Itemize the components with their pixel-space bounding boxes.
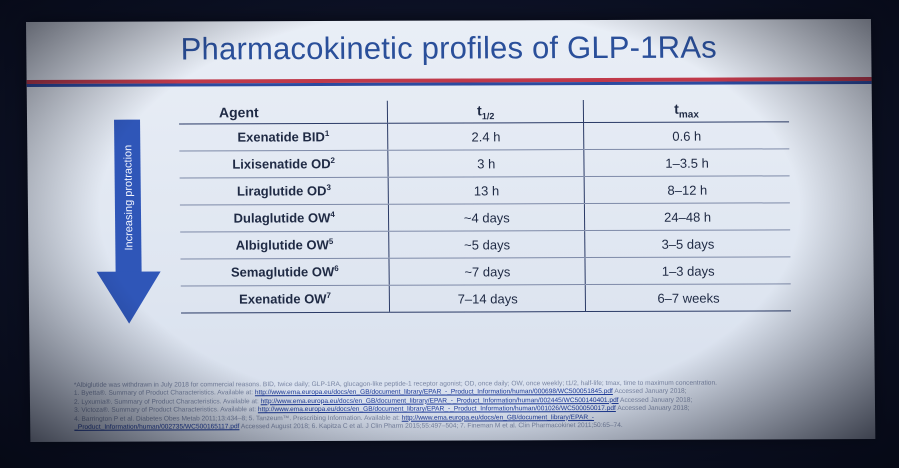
agent-name: Albiglutide OW xyxy=(235,237,329,253)
agent-cell: Albiglutide OW5 xyxy=(180,231,390,259)
arrow-down-icon xyxy=(96,271,162,324)
ref-text: Accessed January 2018; xyxy=(615,404,690,413)
ref-text: 1. Byetta®. Summary of Product Character… xyxy=(73,389,255,398)
header-tmax: tmax xyxy=(583,99,790,123)
ref-text: 4. Barrington P et al. Diabetes Obes Met… xyxy=(74,414,402,423)
agent-ref: 5 xyxy=(328,237,334,247)
table-row: Semaglutide OW6 ~7 days 1–3 days xyxy=(180,256,791,286)
agent-cell: Exenatide OW7 xyxy=(180,285,390,313)
agent-ref: 2 xyxy=(330,156,336,166)
agent-cell: Liraglutide OD3 xyxy=(179,177,389,205)
tmax-cell: 8–12 h xyxy=(584,175,790,204)
agent-ref: 4 xyxy=(330,210,335,220)
table-row: Liraglutide OD3 13 h 8–12 h xyxy=(179,175,790,205)
agent-cell: Lixisenatide OD2 xyxy=(179,150,389,178)
pk-table: Agent t1/2 tmax Exenatide BID1 2.4 h 0.6… xyxy=(178,99,792,313)
agent-ref: 7 xyxy=(326,291,332,301)
ref-text: Accessed January 2018; xyxy=(612,388,687,396)
ref-text: Accessed January 2018; xyxy=(618,396,693,404)
agent-name: Exenatide BID xyxy=(237,129,325,145)
agent-cell: Exenatide BID1 xyxy=(179,123,389,151)
agent-name: Lixisenatide OD xyxy=(232,156,331,172)
agent-cell: Semaglutide OW6 xyxy=(180,258,390,286)
presentation-slide: Pharmacokinetic profiles of GLP-1RAs Inc… xyxy=(26,19,876,443)
footnotes: *Albiglutide was withdrawn in July 2018 … xyxy=(74,379,864,432)
tmax-cell: 1–3 days xyxy=(585,256,791,285)
table-row: Exenatide BID1 2.4 h 0.6 h xyxy=(179,121,790,151)
agent-name: Dulaglutide OW xyxy=(233,210,331,226)
agent-ref: 3 xyxy=(326,183,331,193)
agent-cell: Dulaglutide OW4 xyxy=(179,204,390,232)
table-row: Lixisenatide OD2 3 h 1–3.5 h xyxy=(179,148,790,178)
footnote-ref-5: _Product_Information/human/002735/WC5001… xyxy=(74,421,864,432)
agent-name: Exenatide OW xyxy=(239,291,327,307)
ref-link[interactable]: _Product_Information/human/002735/WC5001… xyxy=(74,423,240,431)
header-t-half: t1/2 xyxy=(387,100,584,124)
tmax-cell: 0.6 h xyxy=(583,121,790,150)
t-half-cell: 13 h xyxy=(388,176,585,205)
agent-ref: 1 xyxy=(324,129,330,139)
ref-link[interactable]: http://www.ema.europa.eu/docs/en_GB/docu… xyxy=(401,413,595,422)
t-half-cell: 7–14 days xyxy=(389,284,586,313)
tmax-cell: 3–5 days xyxy=(584,229,791,258)
table-row: Dulaglutide OW4 ~4 days 24–48 h xyxy=(179,202,791,232)
header-tmax-sub: max xyxy=(678,109,699,121)
slide-title: Pharmacokinetic profiles of GLP-1RAs xyxy=(180,29,717,67)
t-half-cell: 2.4 h xyxy=(387,122,585,151)
ref-text: Accessed August 2018; 6. Kapitza C et al… xyxy=(239,421,623,431)
agent-name: Semaglutide OW xyxy=(230,264,335,280)
t-half-cell: 3 h xyxy=(388,149,585,178)
t-half-cell: ~5 days xyxy=(389,230,586,259)
ref-link[interactable]: http://www.ema.europa.eu/docs/en_GB/docu… xyxy=(260,396,619,406)
table-row: Albiglutide OW5 ~5 days 3–5 days xyxy=(180,229,791,259)
agent-ref: 6 xyxy=(334,264,339,274)
t-half-cell: ~4 days xyxy=(388,203,585,232)
tmax-cell: 24–48 h xyxy=(584,202,791,231)
agent-name: Liraglutide OD xyxy=(236,183,327,199)
table-header-row: Agent t1/2 tmax xyxy=(178,99,790,124)
ref-link[interactable]: http://www.ema.europa.eu/docs/en_GB/docu… xyxy=(257,405,616,414)
tmax-cell: 6–7 weeks xyxy=(585,283,792,312)
table-row: Exenatide OW7 7–14 days 6–7 weeks xyxy=(180,283,792,313)
protraction-arrow: Increasing protraction xyxy=(95,119,162,325)
header-t-half-sub: 1/2 xyxy=(481,110,495,121)
t-half-cell: ~7 days xyxy=(389,257,586,286)
ref-text: 3. Victoza®. Summary of Product Characte… xyxy=(74,406,258,415)
tmax-cell: 1–3.5 h xyxy=(584,148,790,177)
header-agent: Agent xyxy=(178,100,388,124)
ref-text: 2. Lyxumia®. Summary of Product Characte… xyxy=(73,398,261,406)
arrow-label: Increasing protraction xyxy=(122,144,136,251)
ref-link[interactable]: http://www.ema.europa.eu/docs/en_GB/docu… xyxy=(254,388,613,397)
